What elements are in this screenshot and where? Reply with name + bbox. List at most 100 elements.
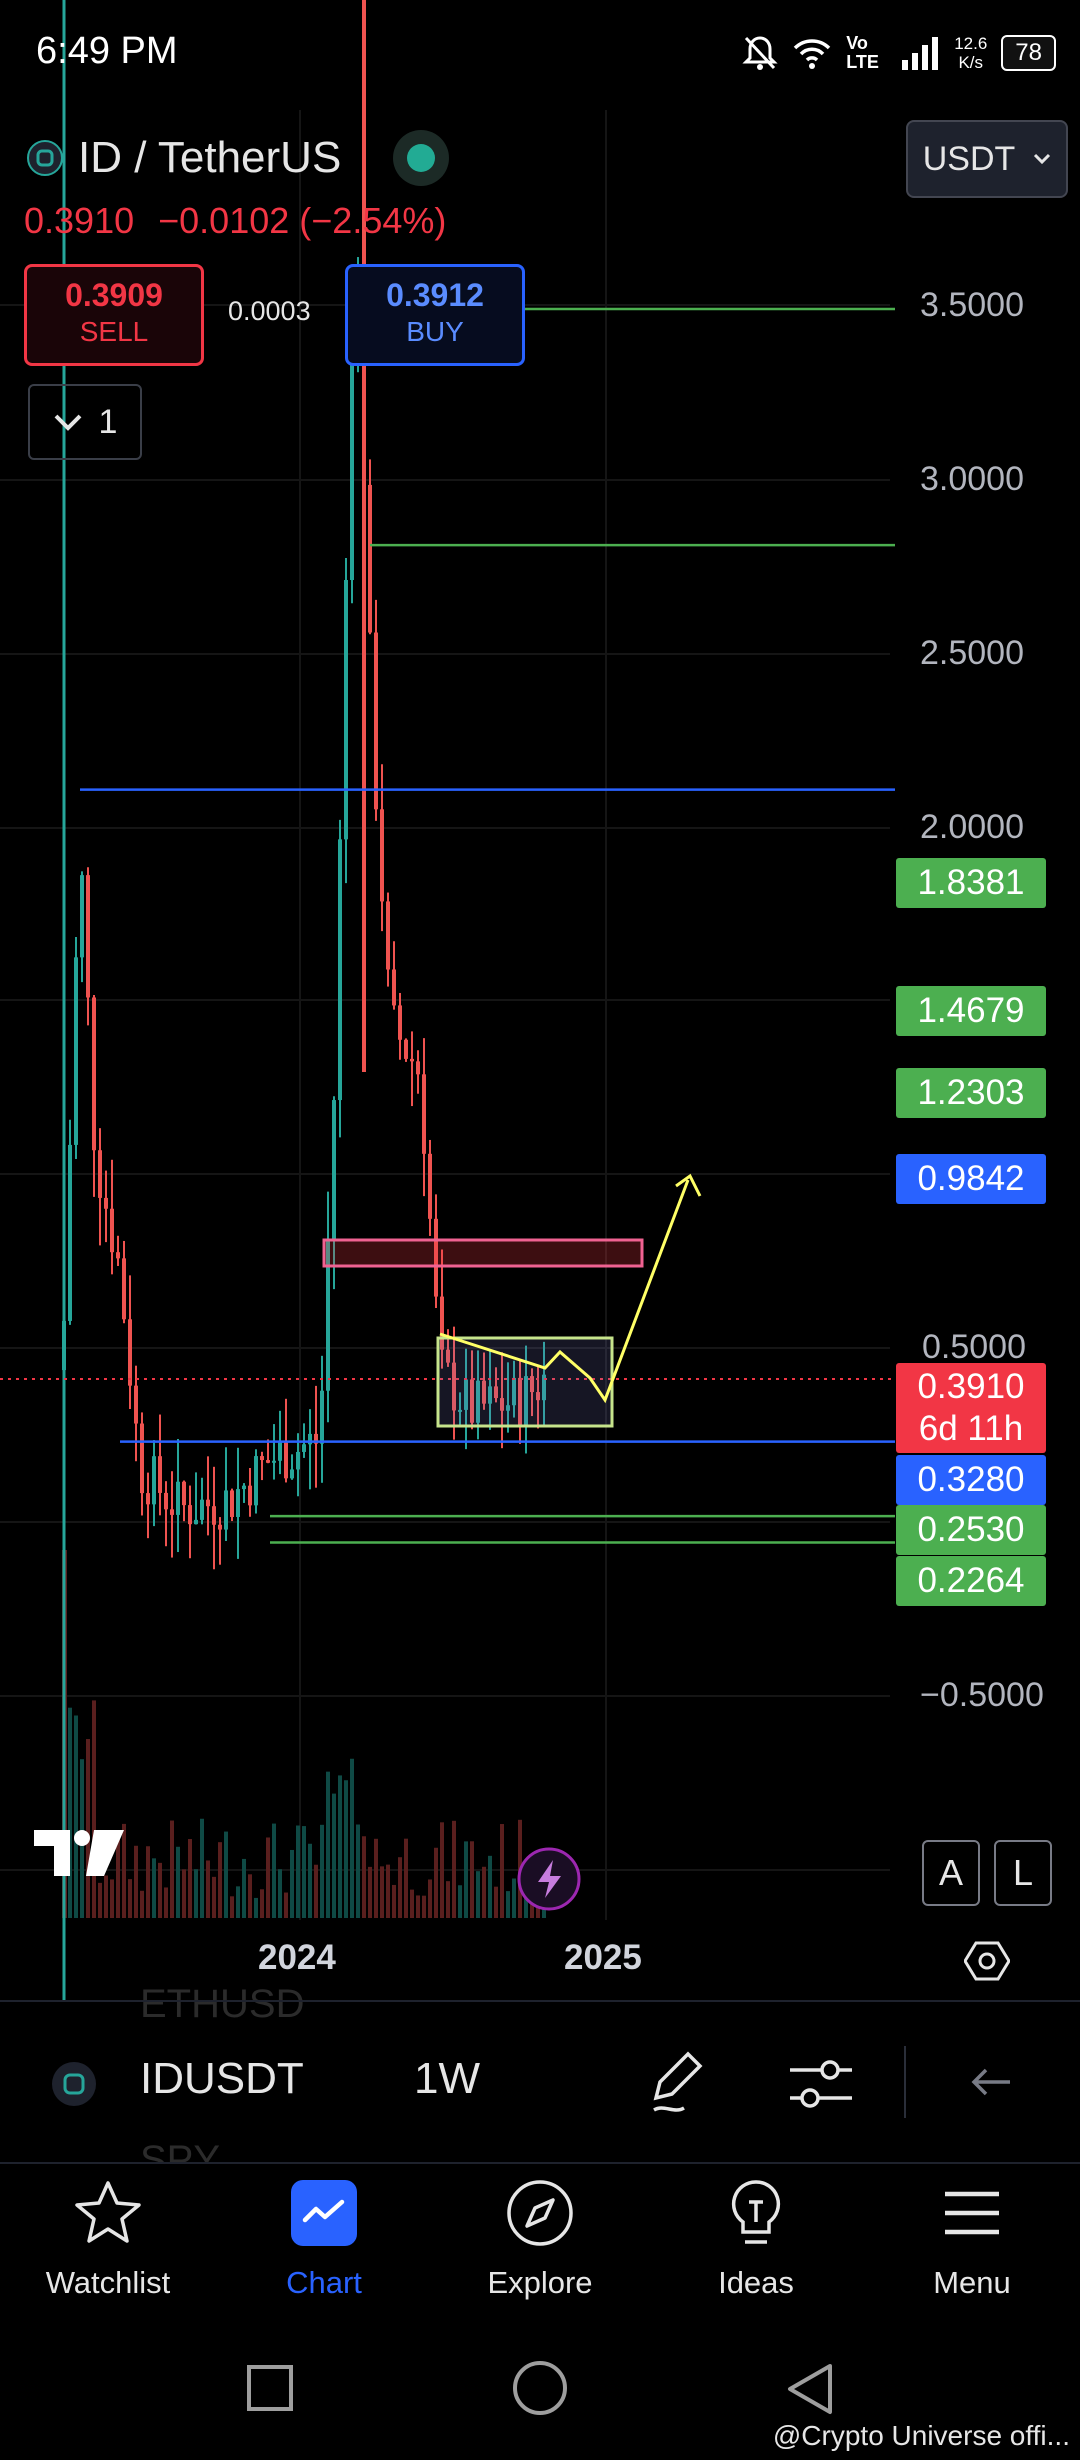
currency-select[interactable]: USDT bbox=[906, 120, 1068, 198]
symbol-selector[interactable]: IDUSDT bbox=[140, 2054, 304, 2103]
home-icon[interactable] bbox=[512, 2360, 568, 2416]
candle-body bbox=[314, 1433, 318, 1444]
volume-bar bbox=[206, 1860, 210, 1918]
nav-watchlist[interactable]: Watchlist bbox=[8, 2178, 208, 2301]
volume-bar bbox=[482, 1866, 486, 1918]
candle-body bbox=[278, 1442, 282, 1461]
volume-bar bbox=[422, 1895, 426, 1918]
volume-bar bbox=[356, 1824, 360, 1918]
buy-button[interactable]: 0.3912 BUY bbox=[345, 264, 525, 366]
volume-bar bbox=[284, 1892, 288, 1918]
nav-menu[interactable]: Menu bbox=[872, 2178, 1072, 2301]
lightning-icon[interactable] bbox=[516, 1846, 582, 1912]
candle-body bbox=[422, 1074, 426, 1154]
tradingview-logo-icon bbox=[34, 1830, 124, 1876]
interval-selector[interactable]: 1W bbox=[414, 2054, 480, 2103]
candle-body bbox=[140, 1423, 144, 1494]
projection-arrowhead bbox=[675, 1173, 702, 1197]
volume-bar bbox=[392, 1884, 396, 1918]
candle-body bbox=[98, 1150, 102, 1198]
currency-value: USDT bbox=[922, 139, 1016, 178]
price-chart[interactable] bbox=[0, 0, 1080, 2000]
spread-value: 0.0003 bbox=[228, 296, 311, 326]
volume-bar bbox=[110, 1879, 114, 1918]
candle-body bbox=[188, 1505, 192, 1525]
candle-body bbox=[374, 632, 378, 810]
level-tag: 1.8381 bbox=[896, 858, 1046, 908]
volume-bar bbox=[92, 1700, 96, 1918]
back-icon[interactable] bbox=[786, 2362, 834, 2416]
volume-bar bbox=[290, 1849, 294, 1918]
volume-bar bbox=[512, 1878, 516, 1918]
candle-body bbox=[92, 997, 96, 1151]
candle-body bbox=[338, 839, 342, 1101]
drawing-layer bbox=[322, 1173, 702, 1428]
candle-body bbox=[104, 1197, 108, 1209]
volume-bar bbox=[410, 1889, 414, 1918]
volume-bar bbox=[380, 1866, 384, 1918]
nav-explore[interactable]: Explore bbox=[440, 2178, 640, 2301]
volume-bar bbox=[368, 1866, 372, 1918]
volume-bar bbox=[464, 1841, 468, 1918]
sell-button[interactable]: 0.3909 SELL bbox=[24, 264, 204, 366]
candle-body bbox=[368, 484, 372, 633]
candle-body bbox=[386, 901, 390, 970]
volume-bar bbox=[314, 1864, 318, 1918]
nav-ideas[interactable]: Ideas bbox=[656, 2178, 856, 2301]
bottom-nav bbox=[0, 2162, 1080, 2340]
candle-body bbox=[296, 1451, 300, 1470]
candle-body bbox=[80, 875, 84, 958]
range-box bbox=[436, 1336, 614, 1428]
market-status-icon[interactable] bbox=[391, 128, 451, 188]
indicators-icon[interactable] bbox=[788, 2056, 854, 2112]
candle-body bbox=[236, 1489, 240, 1517]
candle-body bbox=[146, 1493, 150, 1505]
price-change-pct: (−2.54%) bbox=[299, 200, 447, 241]
candle-body bbox=[164, 1492, 168, 1510]
candle-body bbox=[464, 1379, 468, 1410]
candle-body bbox=[482, 1380, 486, 1404]
volume-bar bbox=[260, 1889, 264, 1918]
log-scale-button[interactable]: L bbox=[994, 1840, 1052, 1906]
volume-bar bbox=[446, 1881, 450, 1918]
auto-scale-button[interactable]: A bbox=[922, 1840, 980, 1906]
nav-label: Explore bbox=[487, 2265, 593, 2300]
volume-bar bbox=[146, 1846, 150, 1918]
buy-price: 0.3912 bbox=[386, 277, 484, 313]
candle-body bbox=[254, 1456, 258, 1506]
drawing-tool-icon[interactable] bbox=[648, 2048, 708, 2118]
candle-body bbox=[470, 1379, 474, 1423]
candle-body bbox=[530, 1376, 534, 1393]
nav-chart[interactable]: Chart bbox=[224, 2178, 424, 2301]
symbol-header[interactable]: ID / TetherUS bbox=[26, 128, 451, 188]
candle-body bbox=[332, 1100, 336, 1241]
price-axis-label: 2.0000 bbox=[920, 808, 1024, 846]
volume-bar bbox=[440, 1822, 444, 1918]
battery-indicator: 78 bbox=[1001, 35, 1056, 71]
volume-bar bbox=[182, 1869, 186, 1918]
candlestick-series bbox=[62, 0, 546, 2000]
price-axis-label: 2.5000 bbox=[920, 634, 1024, 672]
candle-body bbox=[242, 1485, 246, 1490]
candle-body bbox=[446, 1349, 450, 1363]
undo-icon[interactable] bbox=[970, 2064, 1014, 2104]
volume-bar bbox=[278, 1869, 282, 1918]
volume-bar bbox=[398, 1857, 402, 1918]
wifi-icon bbox=[793, 39, 831, 69]
recents-icon[interactable] bbox=[246, 2364, 294, 2412]
candle-body bbox=[392, 969, 396, 1006]
candle-body bbox=[86, 875, 90, 998]
volume-bar bbox=[320, 1824, 324, 1918]
indicators-toggle[interactable]: 1 bbox=[28, 384, 142, 460]
hamburger-icon bbox=[945, 2191, 999, 2235]
price-axis-label: 3.5000 bbox=[920, 286, 1024, 324]
candle-body bbox=[128, 1319, 132, 1386]
candle-body bbox=[152, 1456, 156, 1505]
chart-settings-icon[interactable] bbox=[964, 1938, 1010, 1984]
candle-body bbox=[518, 1377, 522, 1427]
volume-bar bbox=[386, 1864, 390, 1918]
volume-bar bbox=[104, 1875, 108, 1918]
volume-bar bbox=[458, 1885, 462, 1918]
time-axis-label: 2025 bbox=[564, 1938, 642, 1977]
symbol-title[interactable]: ID / TetherUS bbox=[78, 133, 342, 182]
